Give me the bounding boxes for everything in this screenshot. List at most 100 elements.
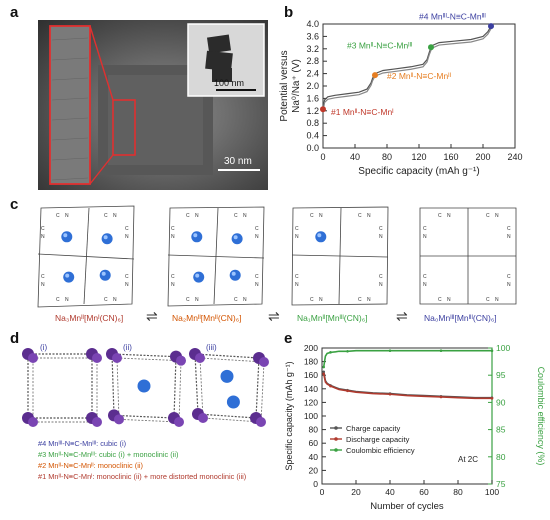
series-point: [322, 372, 325, 376]
atom-label: N: [41, 234, 45, 240]
y-axis-label-line1: Potential versus: [279, 50, 290, 121]
series-point: [346, 389, 349, 393]
framework-bond: [37, 253, 135, 260]
y-tick-label: 2.8: [306, 56, 319, 66]
atom-label: C: [358, 297, 362, 303]
zoom-box: [112, 99, 136, 156]
structure-legend: #4 Mnᴵᴵᴵ-N≡C-Mnᴵᴵᴵ: cubic (i) #3 Mnᴵᴵ-N≡…: [38, 438, 246, 482]
atom-label: N: [367, 213, 371, 219]
atom-label: N: [295, 234, 299, 240]
atom-label: C: [310, 297, 314, 303]
y-tick-label: 0.0: [306, 143, 319, 153]
legend-marker: [334, 426, 338, 430]
y-tick-label: 1.6: [306, 93, 319, 103]
na-ion-highlight: [101, 271, 106, 276]
series-point: [329, 351, 332, 354]
na-ion: [61, 231, 73, 243]
atom-label: C: [56, 213, 60, 219]
atom-label: C: [438, 213, 442, 219]
atom-label: C: [171, 274, 175, 280]
y-tick-label: 120: [304, 397, 318, 407]
panel-label-d: d: [10, 330, 20, 347]
y-tick-label: 180: [304, 357, 318, 367]
voltage-curve: [322, 28, 492, 112]
series-line-1: [322, 371, 492, 399]
x-tick-label: 160: [443, 152, 458, 162]
y-tick-label: 0: [313, 479, 318, 489]
cage-edge: [111, 353, 177, 419]
x-tick-label: 0: [320, 487, 325, 497]
atom-label: N: [495, 213, 499, 219]
y-tick-label: 40: [309, 452, 319, 462]
y-right-tick-label: 80: [496, 452, 506, 462]
mn-atom: [256, 417, 266, 427]
mn-atom: [195, 353, 205, 363]
cage-edge: [194, 353, 260, 419]
x-axis-label: Specific capacity (mAh g⁻¹): [358, 166, 479, 177]
na-ion: [137, 379, 151, 393]
atom-label: N: [423, 234, 427, 240]
atom-label: N: [495, 297, 499, 303]
y-tick-label: 100: [304, 411, 318, 421]
roman-iii: (iii): [206, 343, 217, 352]
legend-line-2: #2 Mnᴵᴵ-N≡C-Mnᴵᴵ: monoclinic (ii): [38, 461, 143, 470]
mn-atom: [92, 417, 102, 427]
tem-micrograph: 100 nm 30 nm: [38, 20, 268, 190]
mn-atom: [198, 413, 208, 423]
y-tick-label: 3.2: [306, 44, 319, 54]
na-ion: [315, 231, 327, 243]
na-ion: [229, 269, 241, 281]
mn-atom: [176, 355, 186, 366]
y-tick-label: 0.8: [306, 118, 319, 128]
atom-label: N: [243, 213, 247, 219]
x-axis-label: Number of cycles: [370, 501, 444, 512]
legend-line-3: #3 Mnᴵᴵ-N≡C-Mnᴵᴵᴵ: cubic (i) + monoclini…: [38, 450, 179, 459]
series-point: [490, 397, 494, 400]
x-tick-label: 120: [411, 152, 426, 162]
na-ion: [191, 231, 203, 243]
atom-label: N: [319, 213, 323, 219]
x-tick-label: 40: [385, 487, 395, 497]
y-right-axis-label: Coulombic efficiency (%): [536, 367, 546, 466]
cycling-chart: 0 20 40 60 80 100 0 20 40 60 80 100 120 140 160 180 200 7…: [284, 343, 546, 512]
legend-line-4: #4 Mnᴵᴵᴵ-N≡C-Mnᴵᴵᴵ: cubic (i): [38, 439, 127, 448]
atom-label: N: [125, 282, 129, 288]
atom-label: N: [171, 234, 175, 240]
atom-label: N: [243, 297, 247, 303]
y-right-tick-label: 90: [496, 397, 506, 407]
atom-label: C: [295, 226, 299, 232]
mn-atom: [112, 353, 122, 363]
na-ion-highlight: [233, 235, 238, 240]
na-ion: [193, 271, 205, 283]
y-tick-label: 20: [309, 465, 319, 475]
atom-label: C: [310, 213, 314, 219]
state-marker-2: [372, 72, 378, 79]
na-ion: [220, 369, 234, 383]
atom-label: C: [423, 274, 427, 280]
roman-ii: (ii): [123, 343, 132, 352]
atom-label: C: [125, 274, 129, 280]
y-tick-label: 2.0: [306, 81, 319, 91]
y-tick-label: 2.4: [306, 69, 319, 79]
series-point: [439, 395, 443, 399]
equilibrium-arrow-1: ⇌: [146, 308, 158, 324]
atom-label: C: [255, 274, 259, 280]
atom-label: N: [295, 282, 299, 288]
equilibrium-arrow-3: ⇌: [396, 308, 408, 324]
na-ion-highlight: [195, 273, 200, 278]
x-tick-label: 80: [453, 487, 463, 497]
atom-label: N: [423, 282, 427, 288]
cage-structures: [22, 348, 269, 427]
atom-label: N: [65, 297, 69, 303]
y-right-tick-label: 100: [496, 343, 510, 353]
atom-label: N: [113, 297, 117, 303]
atom-label: C: [379, 226, 383, 232]
cage-2: [106, 348, 186, 427]
legend-marker: [334, 448, 338, 452]
mn-atom: [28, 353, 38, 363]
atom-label: N: [65, 213, 69, 219]
na-ion-highlight: [63, 233, 68, 238]
atom-label: C: [507, 226, 511, 232]
atom-label: N: [125, 234, 129, 240]
